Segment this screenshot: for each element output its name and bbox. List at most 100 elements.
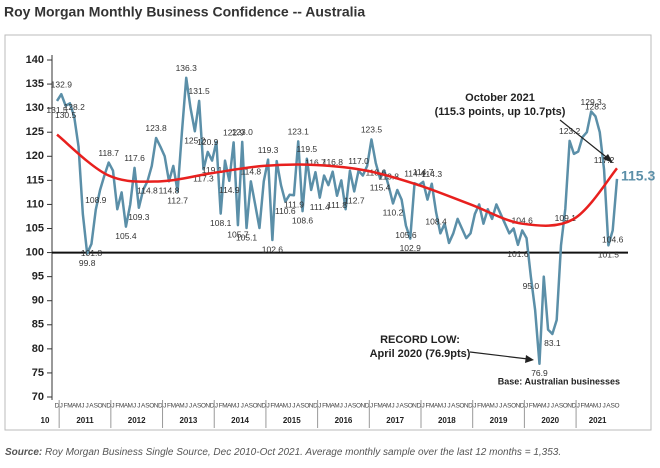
data-label: 101.8	[81, 248, 103, 258]
x-tick-label: M	[532, 403, 537, 410]
data-label: 114.8	[241, 167, 262, 177]
data-label: 101.6	[507, 249, 529, 259]
x-tick-label: S	[507, 403, 512, 410]
x-tick-label: A	[141, 403, 146, 410]
y-tick-label: 90	[32, 295, 44, 307]
data-label: 117.6	[124, 153, 145, 163]
y-tick-label: 135	[26, 78, 44, 90]
x-tick-label: J	[396, 403, 399, 410]
x-tick-label: J	[546, 403, 549, 410]
x-tick-label: M	[222, 403, 227, 410]
data-label: 123.0	[232, 127, 254, 137]
x-tick-label: F	[115, 403, 119, 410]
x-tick-label: J	[288, 403, 291, 410]
x-tick-label: A	[589, 403, 594, 410]
x-tick-label: D	[365, 403, 370, 410]
x-tick-label: A	[382, 403, 387, 410]
x-tick-label: S	[404, 403, 409, 410]
y-tick-label: 140	[26, 54, 44, 66]
y-tick-label: 130	[26, 102, 44, 114]
x-tick-label: D	[416, 403, 421, 410]
annotation: Base: Australian businesses	[498, 376, 620, 386]
x-tick-label: J	[189, 403, 192, 410]
data-label: 125.2	[184, 136, 206, 146]
annotation: April 2020 (76.9pts)	[370, 348, 471, 360]
x-tick-label: J	[133, 403, 136, 410]
y-tick-label: 110	[26, 198, 44, 210]
x-tick-label: J	[241, 403, 244, 410]
x-tick-label: J	[163, 403, 166, 410]
source-text: Roy Morgan Business Single Source, Dec 2…	[42, 447, 561, 458]
y-tick-label: 125	[26, 126, 44, 138]
x-tick-label: M	[541, 403, 546, 410]
data-label: 112.7	[344, 196, 365, 206]
x-tick-label: N	[154, 403, 159, 410]
data-label: 114.8	[159, 186, 180, 196]
x-tick-label: S	[611, 403, 616, 410]
y-tick-label: 120	[26, 150, 44, 162]
trend-line	[56, 133, 618, 227]
annotation: (115.3 points, up 10.7pts)	[435, 106, 566, 118]
x-tick-label: O	[563, 403, 568, 410]
y-tick-label: 70	[32, 391, 44, 403]
data-label: 76.9	[531, 368, 548, 378]
x-tick-label: S	[249, 403, 254, 410]
x-tick-label: J	[525, 403, 528, 410]
source: Source: Roy Morgan Business Single Sourc…	[5, 447, 561, 458]
x-tick-label: J	[391, 403, 394, 410]
data-label: 116.7	[305, 157, 326, 167]
year-label: 2019	[490, 416, 508, 425]
x-tick-label: M	[593, 403, 598, 410]
data-label: 102.9	[400, 243, 422, 253]
x-tick-label: M	[584, 403, 589, 410]
x-tick-label: O	[149, 403, 154, 410]
data-label: 123.5	[361, 125, 383, 135]
x-tick-label: A	[486, 403, 491, 410]
data-label: 101.5	[598, 250, 620, 260]
x-tick-label: O	[511, 403, 516, 410]
x-tick-label: O	[201, 403, 206, 410]
chart-frame	[4, 34, 652, 431]
data-label: 118.7	[98, 148, 119, 158]
x-tick-label: F	[270, 403, 274, 410]
data-label: 131.5	[189, 86, 211, 96]
data-label: 122.9	[223, 128, 245, 138]
x-tick-label: O	[253, 403, 258, 410]
data-label: 114.8	[137, 186, 158, 196]
x-tick-label: J	[422, 403, 425, 410]
x-tick-label: M	[76, 403, 81, 410]
x-tick-label: M	[67, 403, 72, 410]
x-tick-label: A	[227, 403, 232, 410]
x-tick-label: J	[577, 403, 580, 410]
data-label: 105.4	[115, 231, 137, 241]
x-tick-label: A	[193, 403, 198, 410]
data-label: 129.3	[581, 97, 603, 107]
year-label: 2012	[128, 416, 146, 425]
x-tick-label: M	[119, 403, 124, 410]
year-label: 2013	[179, 416, 197, 425]
data-label: 120.9	[197, 137, 219, 147]
year-label: 2017	[386, 416, 404, 425]
x-tick-label: J	[370, 403, 373, 410]
year-label: 2021	[589, 416, 607, 425]
x-tick-label: J	[499, 403, 502, 410]
data-label: 115.4	[370, 183, 391, 193]
x-tick-label: D	[520, 403, 525, 410]
annotation-arrow	[469, 351, 529, 360]
x-tick-label: A	[296, 403, 301, 410]
x-tick-label: J	[340, 403, 343, 410]
data-label: 117.0	[348, 156, 369, 166]
year-label: 2020	[541, 416, 559, 425]
data-label: 114.4	[404, 168, 425, 178]
year-label: 2016	[335, 416, 353, 425]
x-tick-label: J	[443, 403, 446, 410]
x-tick-label: A	[175, 403, 180, 410]
x-tick-label: A	[89, 403, 94, 410]
data-label: 119.3	[258, 145, 279, 155]
x-tick-label: S	[197, 403, 202, 410]
x-tick-label: J	[473, 403, 476, 410]
source-label: Source:	[5, 447, 42, 458]
annotation: October 2021	[465, 92, 535, 104]
x-tick-label: N	[516, 403, 521, 410]
x-tick-label: N	[464, 403, 469, 410]
